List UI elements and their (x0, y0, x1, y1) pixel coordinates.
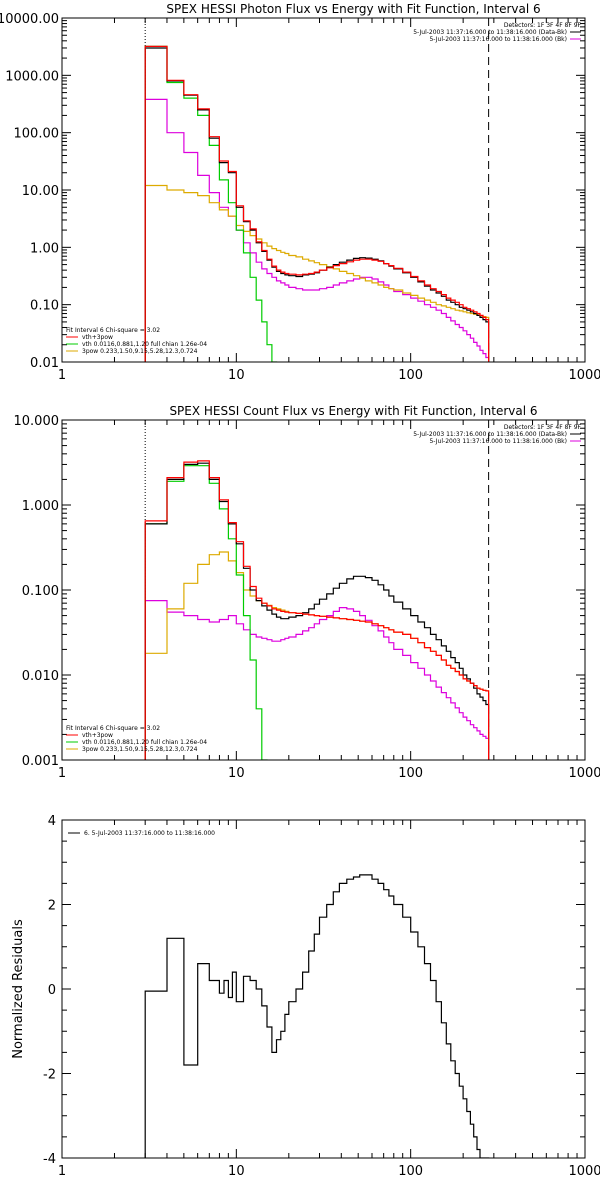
x-tick-label: 1 (58, 766, 66, 781)
y-tick-label: 0.10 (30, 299, 59, 314)
y-tick-label: 0 (48, 983, 56, 998)
series-line-vth (144, 45, 278, 362)
legend-fit-entry: vth+3pow (82, 732, 113, 739)
plot-frame (61, 819, 586, 1159)
x-tick-label: 1000 (568, 1164, 600, 1179)
chart-title: SPEX HESSI Photon Flux vs Energy with Fi… (166, 2, 540, 16)
x-tick-label: 1 (58, 1164, 66, 1179)
y-axis-label: Normalized Residuals (11, 919, 26, 1059)
series-group (144, 874, 490, 1158)
series-group (144, 45, 490, 362)
y-tick-label: 2 (48, 899, 56, 914)
series-line-data-bk (144, 462, 490, 760)
x-tick-label: 100 (398, 368, 423, 383)
y-tick-label: 0.001 (22, 754, 59, 769)
x-tick-label: 10 (228, 368, 245, 383)
series-group (144, 460, 490, 760)
y-tick-label: 4 (48, 814, 56, 829)
y-tick-label: 0.010 (22, 669, 59, 684)
y-tick-label: -2 (43, 1068, 56, 1083)
y-tick-label: 10.000 (14, 414, 60, 429)
y-tick-label: 10.00 (22, 184, 59, 199)
y-tick-label: 1000.00 (5, 69, 59, 84)
x-tick-label: 10 (228, 766, 245, 781)
x-tick-label: 1000 (568, 766, 600, 781)
chart-title: SPEX HESSI Count Flux vs Energy with Fit… (169, 404, 537, 418)
legend-top-right-text: 5-Jul-2003 11:37:16.000 to 11:38:16.000 … (413, 29, 567, 36)
plot-frame (61, 17, 586, 363)
legend-fit-entry: vth 0.0116,0.881,1.20 full chian 1.26e-0… (82, 739, 207, 746)
y-tick-label: 0.01 (30, 356, 59, 371)
x-tick-label: 1000 (568, 368, 600, 383)
legend-top-right-text: Detectors: 1F 3F 4F 8F 9F (504, 22, 582, 29)
y-tick-label: 100.00 (14, 127, 60, 142)
series-line-data-bk (144, 47, 490, 362)
x-tick-label: 100 (398, 766, 423, 781)
series-line-bk (144, 98, 490, 362)
series-line-vth-3pow (144, 45, 490, 362)
photon-flux-panel: SPEX HESSI Photon Flux vs Energy with Fi… (0, 2, 600, 383)
y-tick-label: 0.100 (22, 584, 59, 599)
legend-top-right-text: 5-Jul-2003 11:37:16.000 to 11:38:16.000 … (429, 438, 567, 445)
y-tick-label: 1.00 (30, 241, 59, 256)
y-tick-label: 1.000 (22, 499, 59, 514)
legend-entry: 6. 5-Jul-2003 11:37:16.000 to 11:38:16.0… (84, 830, 215, 837)
y-tick-label: 10000.00 (0, 12, 59, 27)
legend-fit-header: Fit Interval 6 Chi-square = 3.02 (66, 725, 160, 732)
legend-fit-entry: vth 0.0116,0.881,1.20 full chian 1.26e-0… (82, 341, 207, 348)
x-tick-label: 10 (228, 1164, 245, 1179)
residuals-panel: 1 10 100 1000 -4 -2 0 2 4 Normalized Residuals 6. … (11, 814, 600, 1179)
x-tick-label: 1 (58, 368, 66, 383)
legend-fit-entry: 3pow 0.233,1.50,9.15,5.28,12.3,0.724 (82, 348, 198, 355)
legend-top-right-text: 5-Jul-2003 11:37:16.000 to 11:38:16.000 … (429, 36, 567, 43)
series-line-6-5-jul-2003-11-37-16-000-to-11-38-16-000 (144, 874, 490, 1158)
legend-fit-header: Fit Interval 6 Chi-square = 3.02 (66, 327, 160, 334)
y-tick-label: -4 (43, 1152, 56, 1167)
count-flux-panel: SPEX HESSI Count Flux vs Energy with Fit… (14, 404, 600, 781)
legend-top-right-text: 5-Jul-2003 11:37:16.000 to 11:38:16.000 … (413, 431, 567, 438)
legend-top-right-text: Detectors: 1F 3F 4F 8F 9F (504, 424, 582, 431)
x-tick-label: 100 (398, 1164, 423, 1179)
series-line-vth-3pow (144, 460, 490, 760)
legend-fit-entry: vth+3pow (82, 334, 113, 341)
legend-fit-entry: 3pow 0.233,1.50,9.15,5.28,12.3,0.724 (82, 746, 198, 753)
series-line-3pow (144, 184, 490, 362)
series-line-vth (144, 465, 268, 760)
series-line-bk (144, 600, 490, 760)
plot-frame (61, 419, 586, 761)
series-line-3pow (144, 551, 490, 760)
